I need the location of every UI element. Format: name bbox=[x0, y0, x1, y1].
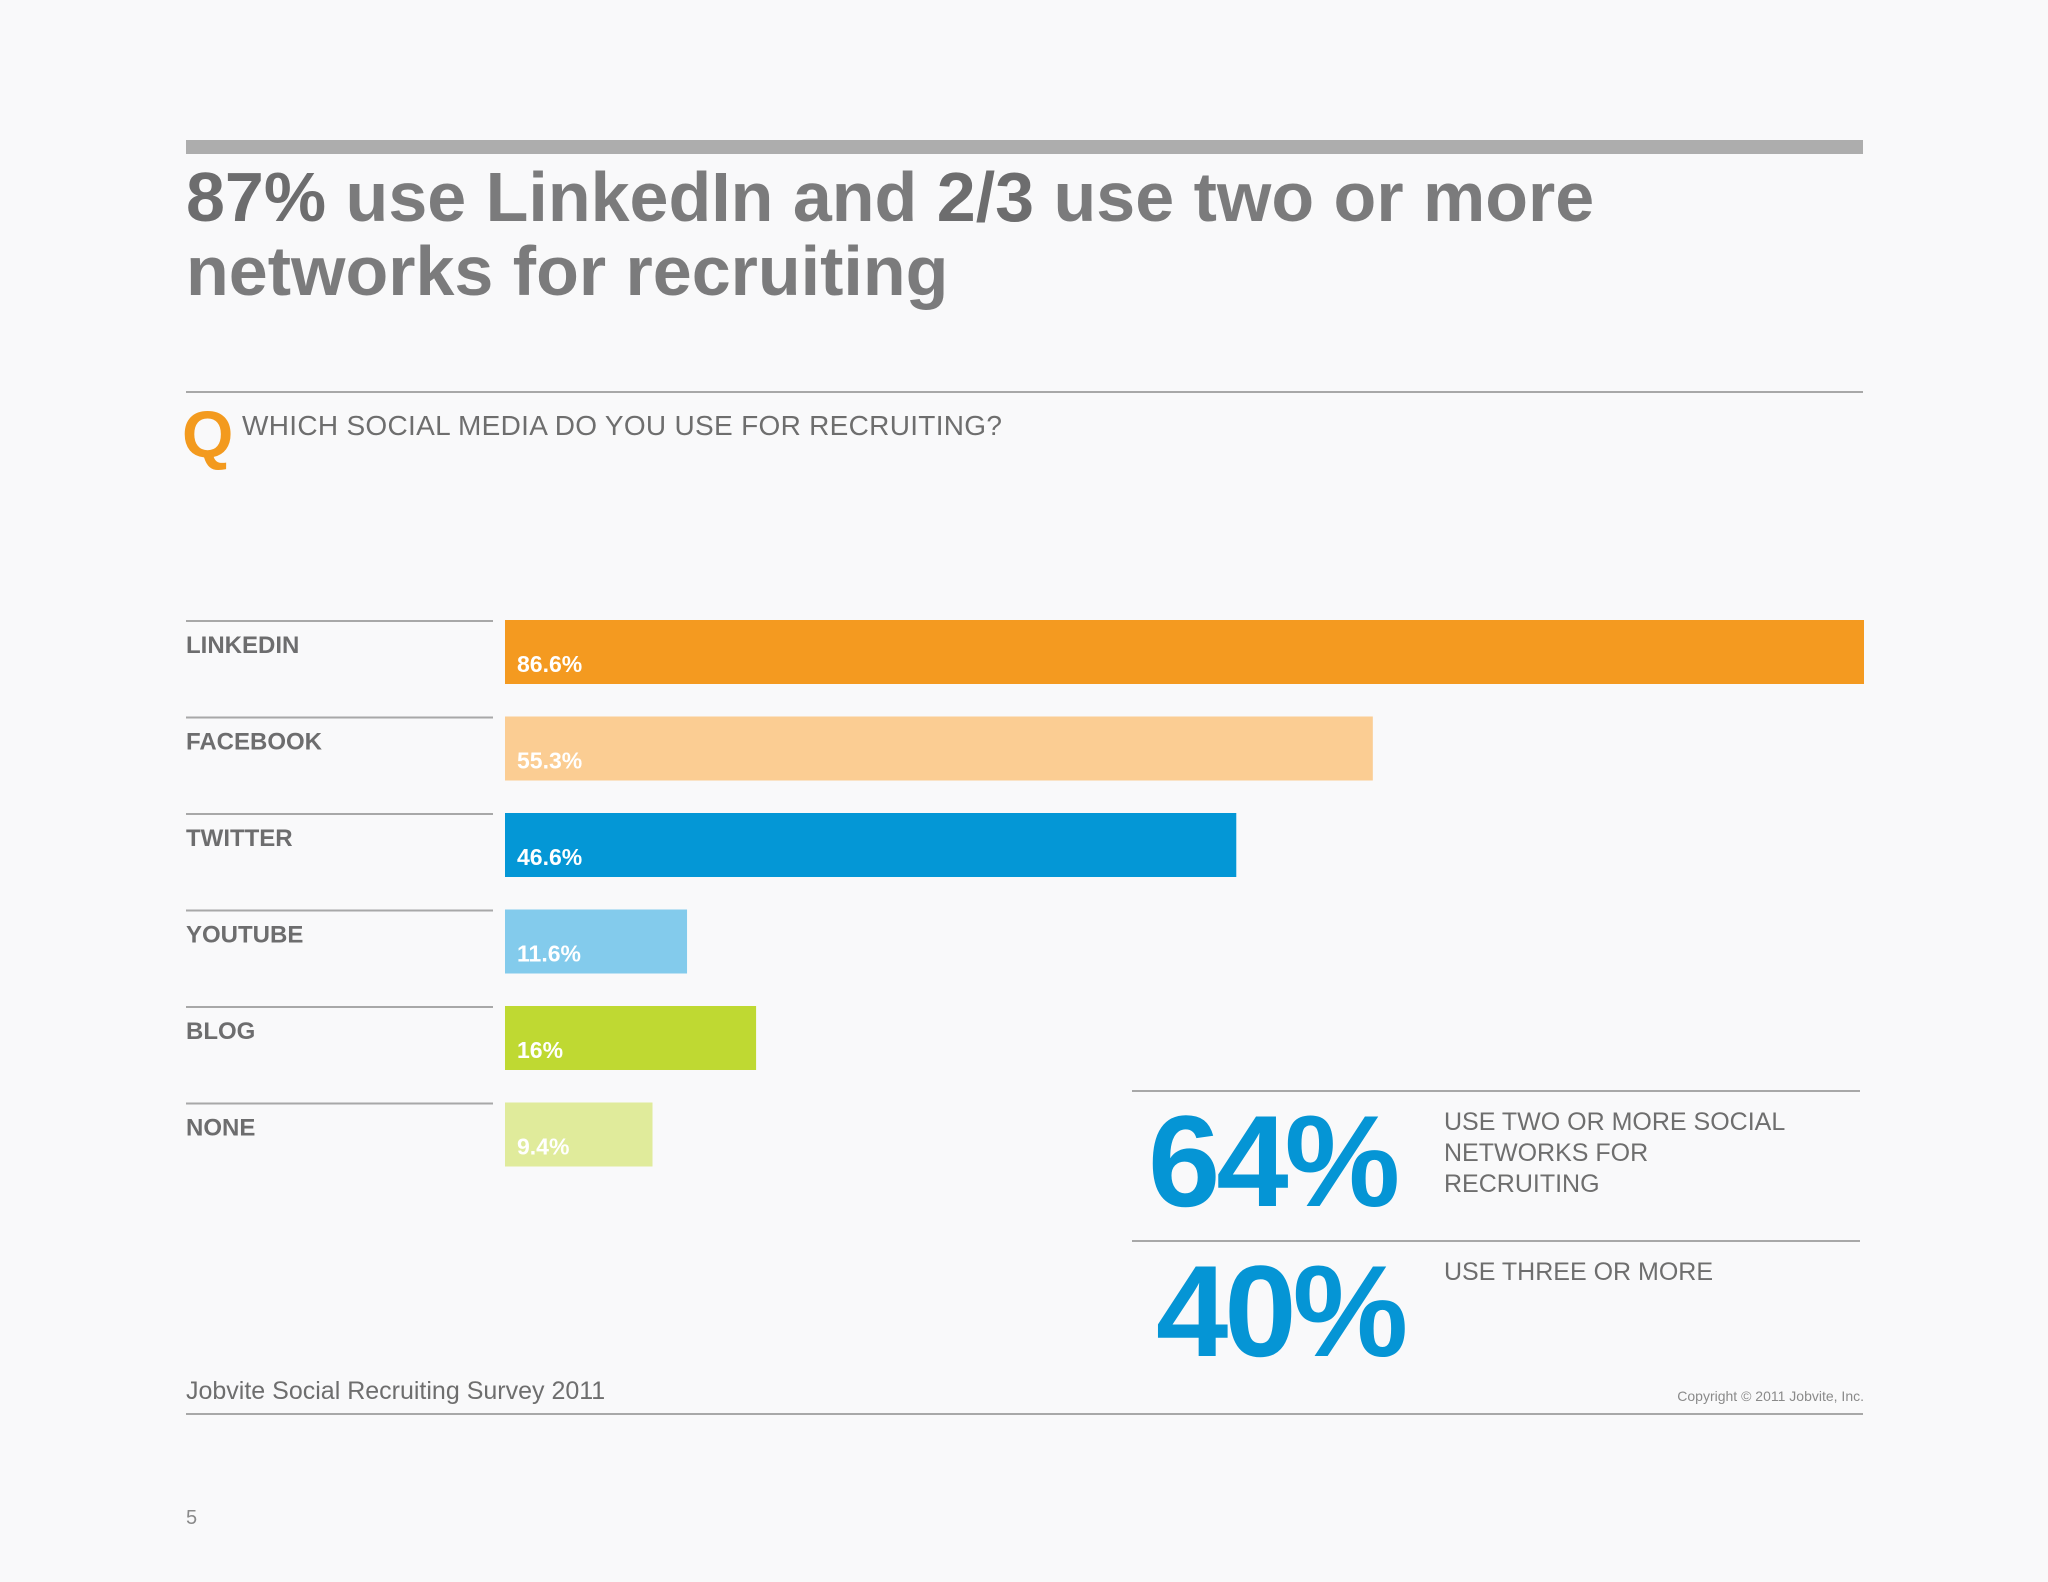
bar-blog bbox=[505, 1006, 757, 1070]
headline-percent: 87% bbox=[186, 158, 327, 236]
value-label-linkedin: 86.6% bbox=[517, 651, 582, 677]
category-label-linkedin: LINKEDIN bbox=[186, 632, 299, 659]
category-rule-youtube bbox=[186, 909, 493, 912]
footer-rule bbox=[186, 1413, 1863, 1415]
page-title: 87% use LinkedIn and 2/3 use two or more… bbox=[186, 160, 1886, 308]
category-label-twitter: TWITTER bbox=[186, 825, 293, 852]
stat-rule-1 bbox=[1132, 1090, 1860, 1092]
category-label-none: NONE bbox=[186, 1115, 255, 1142]
footer-copyright: Copyright © 2011 Jobvite, Inc. bbox=[1677, 1388, 1864, 1404]
category-rule-blog bbox=[186, 1006, 493, 1008]
value-label-twitter: 46.6% bbox=[517, 844, 582, 870]
category-rule-twitter bbox=[186, 813, 493, 815]
category-label-blog: BLOG bbox=[186, 1018, 255, 1045]
footer-source: Jobvite Social Recruiting Survey 2011 bbox=[186, 1377, 606, 1405]
page-number: 5 bbox=[186, 1507, 198, 1529]
bar-facebook bbox=[505, 716, 1373, 781]
value-label-facebook: 55.3% bbox=[517, 748, 582, 774]
stat-text-two-or-more: USE TWO OR MORE SOCIAL NETWORKS FOR RECR… bbox=[1444, 1108, 1785, 1198]
value-label-blog: 16% bbox=[517, 1037, 563, 1063]
category-label-facebook: FACEBOOK bbox=[186, 729, 323, 756]
bar-none bbox=[505, 1102, 653, 1167]
stat-text-three-or-more: USE THREE OR MORE bbox=[1444, 1258, 1714, 1286]
category-rule-none bbox=[186, 1102, 493, 1105]
value-label-youtube: 11.6% bbox=[517, 941, 581, 967]
question-rule bbox=[186, 391, 1863, 393]
category-rule-linkedin bbox=[186, 620, 493, 622]
bar-linkedin bbox=[505, 620, 1864, 684]
value-label-none: 9.4% bbox=[517, 1134, 569, 1160]
bar-youtube bbox=[505, 909, 688, 974]
category-rule-facebook bbox=[186, 716, 493, 719]
stat-value-two-or-more: 64% bbox=[1148, 1088, 1400, 1234]
question-mark-letter: Q bbox=[182, 397, 234, 471]
category-label-youtube: YOUTUBE bbox=[186, 922, 303, 949]
headline-text-2: use two or more networks for recruiting bbox=[186, 158, 1595, 310]
question-text: WHICH SOCIAL MEDIA DO YOU USE FOR RECRUI… bbox=[242, 410, 1003, 441]
headline-text-1: use LinkedIn and bbox=[326, 158, 937, 236]
headline-fraction: 2/3 bbox=[936, 158, 1035, 236]
stat-value-three-or-more: 40% bbox=[1156, 1238, 1408, 1384]
bar-twitter bbox=[505, 813, 1237, 877]
top-rule bbox=[186, 140, 1863, 154]
stat-rule-2 bbox=[1132, 1240, 1860, 1242]
